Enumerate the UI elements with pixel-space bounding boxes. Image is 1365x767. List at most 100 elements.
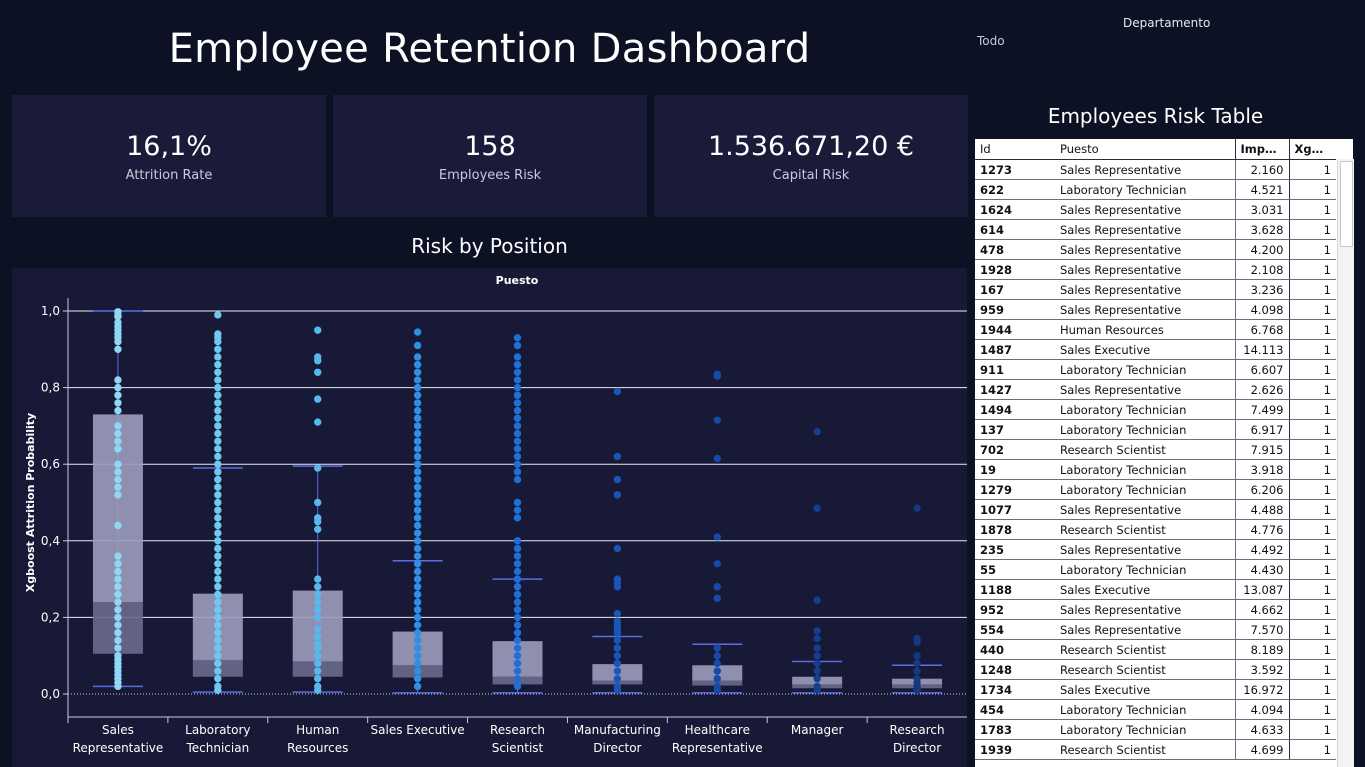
data-point — [214, 506, 222, 514]
data-point — [114, 598, 122, 606]
table-row[interactable]: 911 Laboratory Technician 6.607 1 — [975, 359, 1336, 380]
data-point — [413, 674, 422, 683]
cell-impact: 16.972 — [1234, 679, 1289, 700]
table-row[interactable]: 702 Research Scientist 7.915 1 — [975, 439, 1336, 460]
data-point — [214, 445, 222, 453]
table-row[interactable]: 1248 Research Scientist 3.592 1 — [975, 659, 1336, 680]
table-row[interactable]: 19 Laboratory Technician 3.918 1 — [975, 459, 1336, 480]
cell-impact: 4.633 — [1234, 719, 1289, 740]
table-row[interactable]: 622 Laboratory Technician 4.521 1 — [975, 179, 1336, 200]
table-row[interactable]: 1427 Sales Representative 2.626 1 — [975, 379, 1336, 400]
y-tick-label: 0,8 — [41, 381, 60, 395]
cell-puesto: Sales Representative — [1055, 539, 1235, 560]
data-point — [813, 644, 821, 652]
table-row[interactable]: 1188 Sales Executive 13.087 1 — [975, 579, 1336, 600]
cell-puesto: Sales Representative — [1055, 159, 1235, 180]
scrollbar-thumb[interactable] — [1340, 161, 1353, 247]
cell-id: 1273 — [975, 159, 1055, 180]
cell-puesto: Sales Executive — [1055, 679, 1235, 700]
y-tick-label: 1,0 — [41, 304, 60, 318]
column-header-impact[interactable]: Impac.. — [1234, 139, 1289, 160]
cell-xgboost: 1 — [1288, 299, 1336, 320]
cell-impact: 14.113 — [1234, 339, 1289, 360]
data-point — [214, 399, 222, 407]
table-row[interactable]: 554 Sales Representative 7.570 1 — [975, 619, 1336, 640]
data-point — [314, 326, 322, 334]
data-point — [413, 667, 422, 675]
cell-impact: 6.768 — [1234, 319, 1289, 340]
table-row[interactable]: 959 Sales Representative 4.098 1 — [975, 299, 1336, 320]
table-row[interactable]: 1624 Sales Representative 3.031 1 — [975, 199, 1336, 220]
data-point — [513, 575, 522, 583]
table-row[interactable]: 454 Laboratory Technician 4.094 1 — [975, 699, 1336, 720]
data-point — [513, 621, 522, 629]
cell-impact: 6.206 — [1234, 479, 1289, 500]
cell-id: 1878 — [975, 519, 1055, 540]
data-point — [413, 613, 422, 622]
table-row[interactable]: 614 Sales Representative 3.628 1 — [975, 219, 1336, 240]
data-point — [613, 629, 622, 637]
data-point — [114, 682, 122, 691]
table-row[interactable]: 1487 Sales Executive 14.113 1 — [975, 339, 1336, 360]
data-point — [413, 422, 422, 430]
table-row[interactable]: 478 Sales Representative 4.200 1 — [975, 239, 1336, 260]
data-point — [513, 353, 522, 361]
x-category-label: Research — [890, 723, 945, 737]
table-row[interactable]: 1878 Research Scientist 4.776 1 — [975, 519, 1336, 540]
kpi-label: Capital Risk — [772, 168, 850, 183]
column-header-xgboost[interactable]: Xgboo.. — [1288, 139, 1336, 160]
data-point — [214, 498, 222, 507]
table-scrollbar[interactable] — [1337, 159, 1354, 767]
data-point — [713, 644, 721, 652]
cell-puesto: Research Scientist — [1055, 639, 1235, 660]
table-row[interactable]: 952 Sales Representative 4.662 1 — [975, 599, 1336, 620]
cell-xgboost: 1 — [1288, 459, 1336, 480]
table-row[interactable]: 440 Research Scientist 8.189 1 — [975, 639, 1336, 660]
table-row[interactable]: 55 Laboratory Technician 4.430 1 — [975, 559, 1336, 580]
data-point — [513, 636, 522, 645]
department-filter[interactable]: Todo — [977, 34, 1005, 48]
y-tick-label: 0,2 — [41, 610, 60, 624]
table-row[interactable]: 1734 Sales Executive 16.972 1 — [975, 679, 1336, 700]
x-category-label: Human — [296, 723, 339, 737]
data-point — [314, 517, 322, 526]
cell-puesto: Sales Representative — [1055, 219, 1235, 240]
table-row[interactable]: 1939 Research Scientist 4.699 1 — [975, 739, 1336, 760]
table-row[interactable]: 1077 Sales Representative 4.488 1 — [975, 499, 1336, 520]
table-row[interactable]: 1783 Laboratory Technician 4.633 1 — [975, 719, 1336, 740]
cell-puesto: Sales Representative — [1055, 279, 1235, 300]
data-point — [114, 399, 122, 407]
table-row[interactable]: 137 Laboratory Technician 6.917 1 — [975, 419, 1336, 440]
data-point — [413, 575, 422, 583]
table-row[interactable]: 1494 Laboratory Technician 7.499 1 — [975, 399, 1336, 420]
table-row[interactable]: 1273 Sales Representative 2.160 1 — [975, 159, 1336, 180]
cell-id: 1494 — [975, 399, 1055, 420]
data-point — [413, 437, 422, 445]
table-row[interactable]: 1279 Laboratory Technician 6.206 1 — [975, 479, 1336, 500]
x-category-label: Manager — [791, 723, 844, 737]
risk-by-position-chart: Puesto Xgboost Attrition Probability 0,0 0,… — [12, 268, 967, 767]
cell-impact: 4.776 — [1234, 519, 1289, 540]
data-point — [214, 468, 222, 476]
data-point — [314, 395, 322, 403]
table-row[interactable]: 167 Sales Representative 3.236 1 — [975, 279, 1336, 300]
column-header-id[interactable]: Id — [975, 139, 1055, 160]
cell-puesto: Research Scientist — [1055, 739, 1235, 760]
data-point — [513, 498, 522, 507]
cell-puesto: Laboratory Technician — [1055, 399, 1235, 420]
cell-impact: 3.031 — [1234, 199, 1289, 220]
column-header-puesto[interactable]: Puesto — [1055, 139, 1235, 160]
data-point — [513, 334, 522, 342]
table-row[interactable]: 1928 Sales Representative 2.108 1 — [975, 259, 1336, 280]
table-row[interactable]: 235 Sales Representative 4.492 1 — [975, 539, 1336, 560]
cell-impact: 7.499 — [1234, 399, 1289, 420]
cell-puesto: Laboratory Technician — [1055, 479, 1235, 500]
data-point — [713, 652, 721, 660]
data-point — [413, 598, 422, 606]
box-lower — [592, 680, 643, 685]
cell-id: 1487 — [975, 339, 1055, 360]
table-row[interactable]: 1944 Human Resources 6.768 1 — [975, 319, 1336, 340]
cell-xgboost: 1 — [1288, 319, 1336, 340]
cell-puesto: Sales Executive — [1055, 339, 1235, 360]
